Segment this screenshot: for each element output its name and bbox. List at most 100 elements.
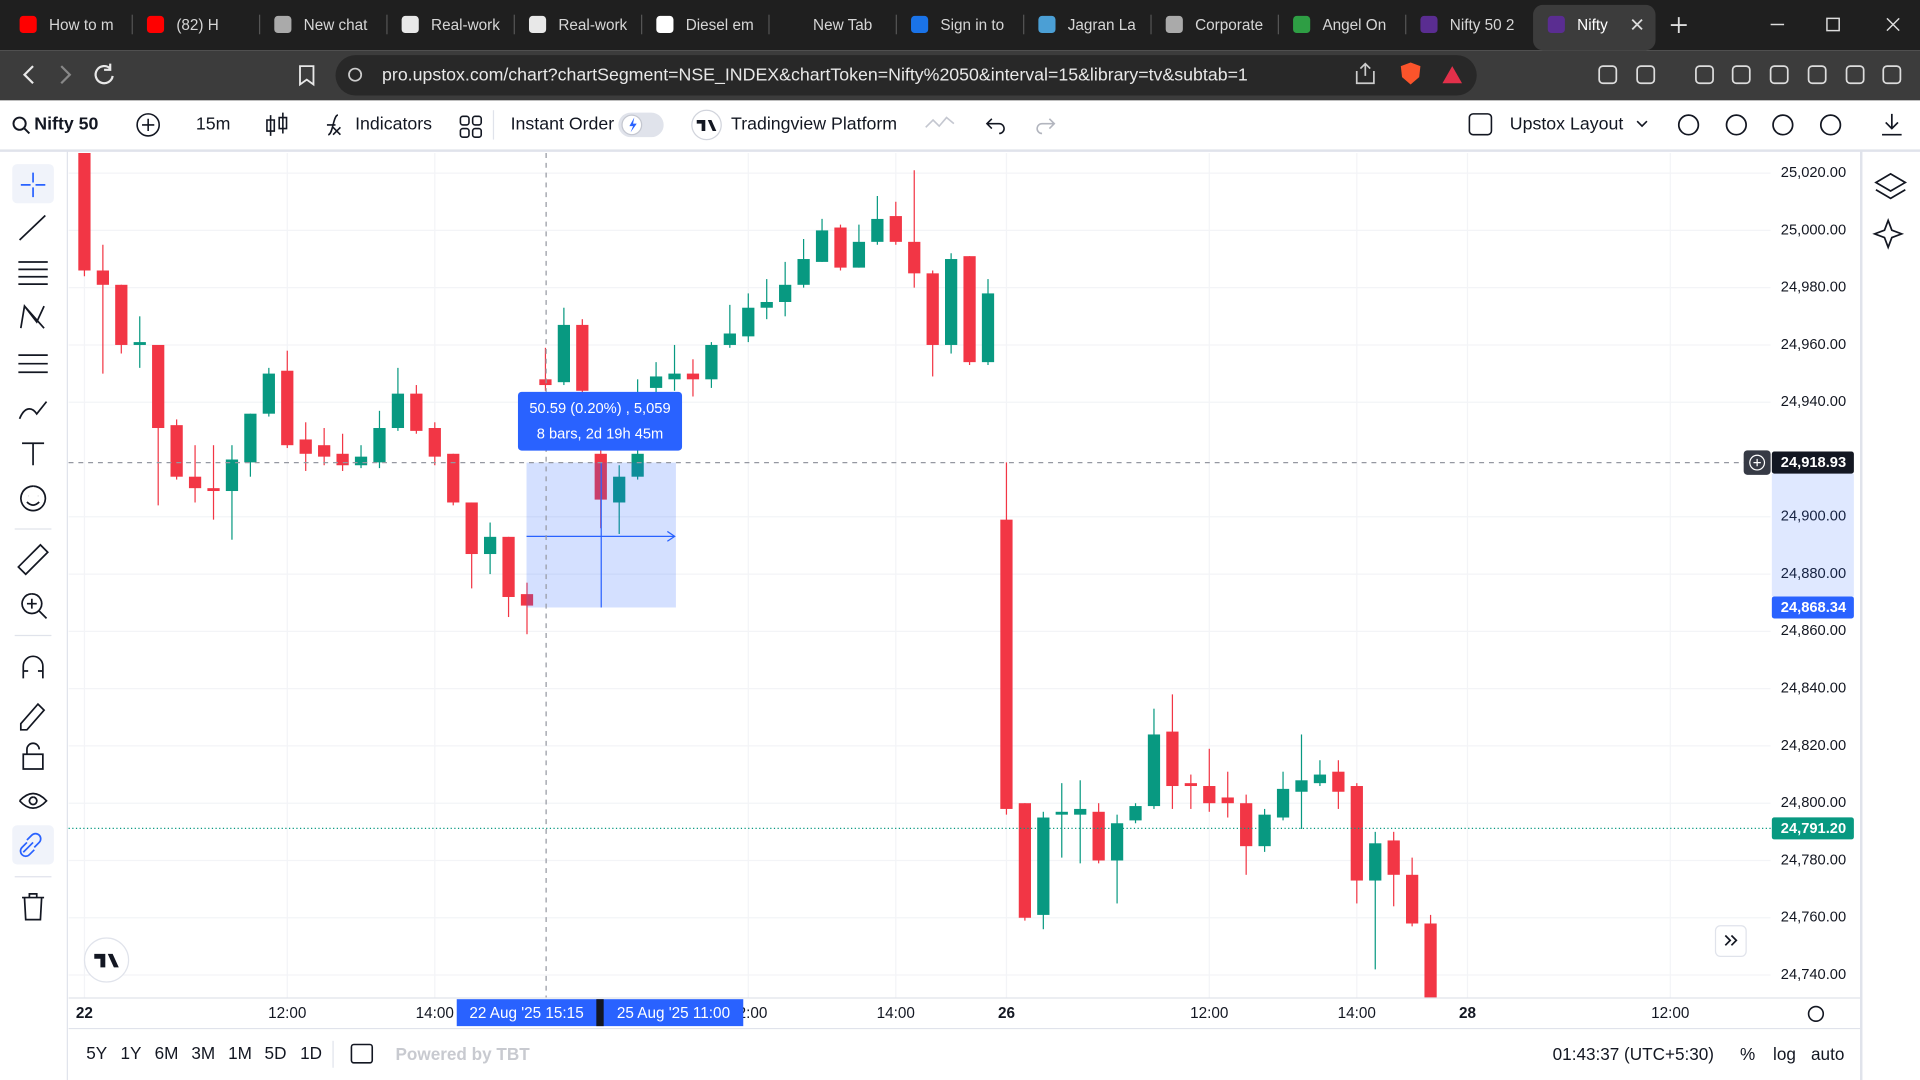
candle-body [1000, 519, 1013, 809]
drawing-tool[interactable] [19, 214, 46, 241]
templates-icon[interactable] [471, 127, 483, 138]
layout-icon[interactable] [1468, 113, 1493, 136]
templates-icon[interactable] [459, 115, 470, 126]
new-tab[interactable] [1670, 17, 1687, 34]
drawing-tool[interactable] [19, 304, 45, 329]
sparkle-icon[interactable] [1872, 217, 1905, 250]
range-button[interactable]: 1D [300, 1043, 322, 1063]
indicators[interactable]: Indicators [355, 114, 432, 134]
candle-body [1018, 803, 1032, 918]
price-tag-label: 24,791.20 [1781, 821, 1846, 837]
drawing-tool[interactable] [22, 893, 45, 921]
platform[interactable]: Tradingview Platform [731, 114, 897, 134]
tab-title[interactable]: How to m [49, 17, 114, 34]
tab-title[interactable]: Real-work [431, 17, 500, 34]
range-button[interactable]: 6M [155, 1043, 179, 1063]
compare[interactable] [136, 113, 160, 137]
download[interactable] [1882, 113, 1902, 136]
brave-shield[interactable] [1400, 62, 1421, 85]
candle-body [797, 259, 810, 285]
price-tag [1771, 451, 1854, 474]
price-tag [1771, 817, 1854, 840]
tab-favicon [401, 15, 419, 34]
calendar-icon[interactable] [350, 1043, 374, 1064]
interval[interactable]: 15m [196, 114, 231, 134]
instant-order[interactable]: Instant Order [511, 114, 615, 134]
templates-icon[interactable] [459, 127, 470, 138]
tab-title[interactable]: Sign in to [940, 17, 1004, 34]
drawing-tool[interactable] [22, 742, 44, 770]
chart-style[interactable] [266, 112, 288, 136]
range-button[interactable]: 1Y [121, 1043, 143, 1063]
browser-action[interactable] [1636, 65, 1656, 85]
drawing-tool[interactable] [21, 593, 48, 619]
range-button[interactable]: 1M [228, 1043, 252, 1063]
drawing-tool[interactable] [18, 261, 48, 285]
toolbar-action[interactable] [1677, 114, 1700, 136]
tab-title[interactable]: Angel On [1322, 17, 1386, 34]
toolbar-action[interactable] [1819, 114, 1842, 136]
candle-body [889, 216, 902, 242]
layers-icon[interactable] [1874, 172, 1908, 200]
auto-toggle[interactable]: auto [1811, 1044, 1844, 1064]
tab-favicon [1038, 15, 1056, 34]
crosshair-plus [1749, 454, 1766, 471]
drawing-tool[interactable] [18, 792, 48, 810]
back[interactable] [22, 65, 34, 85]
scroll-right-bg[interactable] [1714, 925, 1747, 957]
log-toggle[interactable]: log [1773, 1044, 1796, 1064]
toolbar-action[interactable] [1725, 114, 1747, 136]
tab-title[interactable]: New Tab [813, 17, 872, 34]
browser-action[interactable] [1769, 65, 1789, 85]
address-field[interactable] [335, 55, 1477, 96]
tab-title[interactable]: Diesel em [686, 17, 754, 34]
drawing-tool[interactable] [18, 354, 48, 374]
tab-title[interactable]: (82) H [176, 17, 218, 34]
drawing-tool[interactable] [20, 485, 47, 512]
crosshair-tool[interactable] [20, 172, 46, 198]
drawing-tool[interactable] [22, 655, 44, 679]
browser-action[interactable] [1845, 65, 1865, 85]
layout[interactable]: Upstox Layout [1510, 114, 1624, 134]
toolbar-action[interactable] [1772, 114, 1794, 136]
drawing-tool[interactable] [22, 442, 45, 466]
brave-rewards[interactable] [1442, 66, 1463, 84]
undo[interactable] [985, 118, 1005, 135]
tab-close[interactable] [1631, 18, 1643, 31]
drawing-tool[interactable] [19, 832, 42, 858]
templates-icon[interactable] [471, 115, 483, 126]
drawing-tool[interactable] [19, 702, 46, 731]
candle-body [465, 502, 478, 555]
tab-title[interactable]: New chat [304, 17, 369, 34]
active-tab[interactable] [1533, 4, 1656, 51]
address-text[interactable]: pro.upstox.com/chart?chartSegment=NSE_IN… [382, 65, 1248, 86]
range-button[interactable]: 5D [265, 1043, 287, 1063]
candle-body [945, 259, 958, 345]
time-settings[interactable] [1807, 1005, 1825, 1023]
candle-body [483, 536, 497, 555]
browser-action[interactable] [1882, 65, 1902, 85]
tab-title[interactable]: Real-work [558, 17, 627, 34]
share[interactable] [1355, 62, 1375, 85]
tab-title[interactable]: Nifty 50 2 [1450, 17, 1515, 34]
browser-action[interactable] [1807, 65, 1827, 85]
bookmark[interactable] [299, 65, 315, 87]
drawing-tool[interactable] [17, 543, 49, 576]
maximize[interactable] [1826, 17, 1840, 32]
forward[interactable] [60, 65, 72, 85]
browser-action[interactable] [1695, 65, 1714, 85]
tab-title[interactable]: Jagran La [1068, 17, 1137, 34]
close-window[interactable] [1886, 17, 1900, 32]
search-icon [12, 116, 27, 131]
percent-toggle[interactable]: % [1740, 1044, 1755, 1064]
browser-action[interactable] [1731, 65, 1751, 85]
tab-title[interactable]: Nifty [1577, 17, 1608, 34]
symbol[interactable]: Nifty 50 [34, 114, 98, 134]
range-button[interactable]: 5Y [86, 1043, 108, 1063]
tab-title[interactable]: Corporate [1195, 17, 1263, 34]
reload[interactable] [94, 63, 114, 85]
range-button[interactable]: 3M [191, 1043, 215, 1063]
browser-action[interactable] [1598, 65, 1618, 85]
site-info[interactable] [348, 67, 363, 82]
drawing-tool[interactable] [18, 401, 48, 420]
